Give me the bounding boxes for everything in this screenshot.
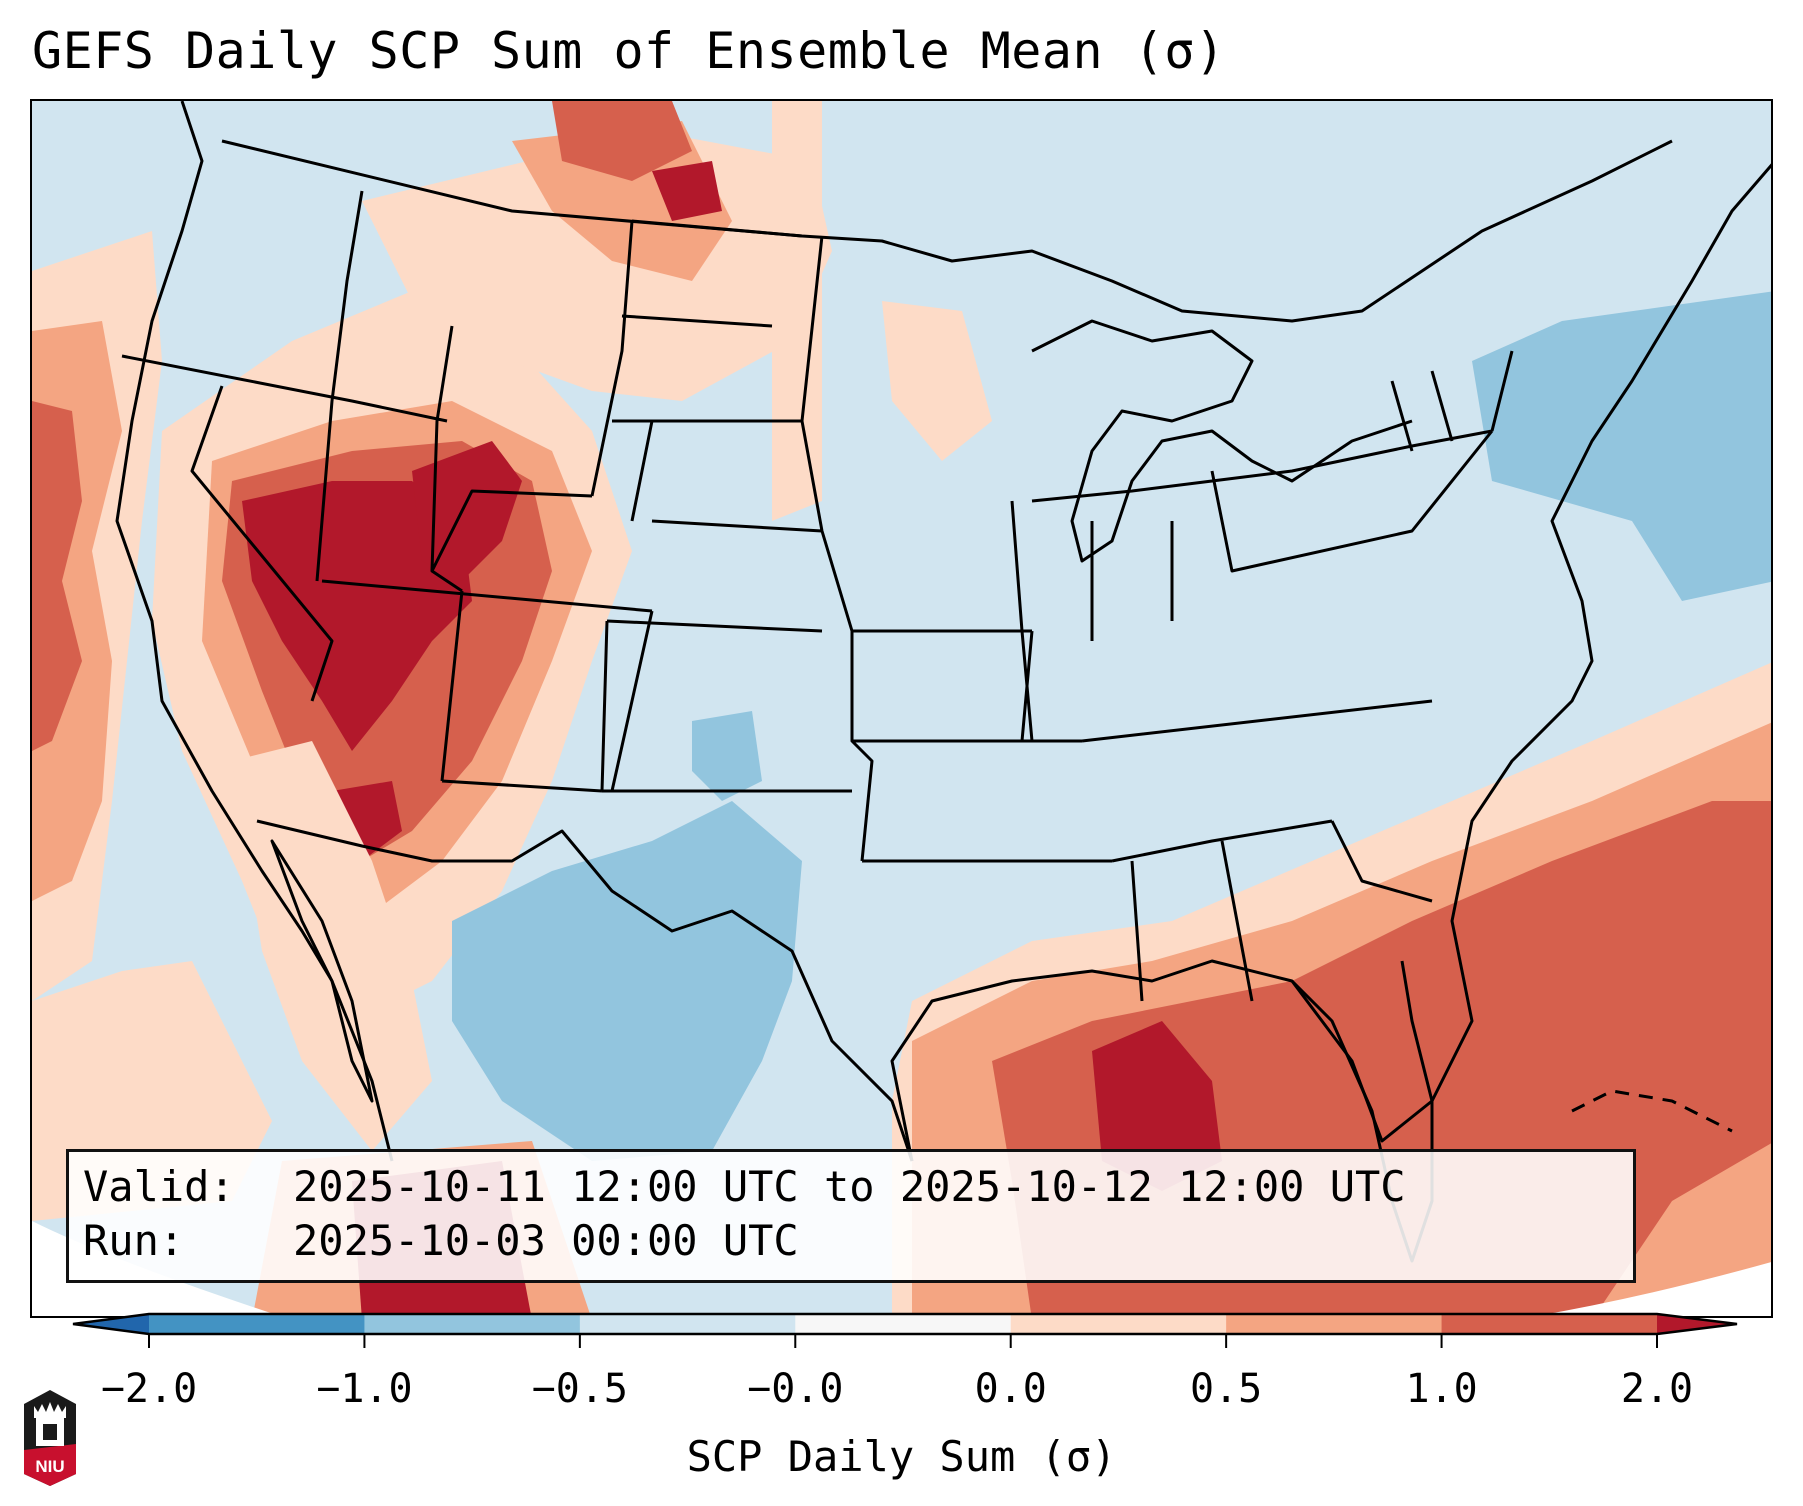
cuba-bahamas-outline: [1571, 1089, 1733, 1133]
colorbar-under-arrow: [73, 1314, 149, 1334]
logo-text: NIU: [35, 1457, 64, 1476]
anomaly-region-nd-dark: [652, 161, 722, 221]
colorbar-bin: [1226, 1314, 1443, 1334]
state-lines-east: [1010, 350, 1514, 1002]
great-lakes-outline: [1031, 319, 1413, 563]
mexico-border: [256, 819, 914, 1162]
chart-title: GEFS Daily SCP Sum of Ensemble Mean (σ): [32, 22, 1226, 80]
colorbar-tick-label: 1.0: [1405, 1366, 1478, 1412]
anomaly-region-texas-blue: [452, 801, 802, 1161]
anomaly-region-mn: [882, 301, 992, 461]
colorbar-bin: [149, 1314, 365, 1334]
colorbar-tick-label: −0.0: [747, 1366, 844, 1412]
anomaly-region-dakota-strips: [772, 101, 822, 521]
run-value: 2025-10-03 00:00 UTC: [293, 1216, 799, 1265]
valid-label: Valid:: [83, 1162, 235, 1211]
state-lines-central: [602, 219, 1112, 863]
colorbar-label: SCP Daily Sum (σ): [686, 1432, 1117, 1481]
run-line: Run: 2025-10-03 00:00 UTC: [83, 1214, 1619, 1268]
projection-edge-left: [32, 1221, 280, 1316]
colorbar-over-arrow: [1657, 1314, 1737, 1334]
colorbar-bin: [1441, 1314, 1658, 1334]
colorbar-bin: [1010, 1314, 1227, 1334]
colorbar-tick-label: 0.5: [1190, 1366, 1263, 1412]
state-lines-west: [121, 190, 654, 793]
logo-red-band: [24, 1444, 76, 1486]
colorbar-tick-label: 0.0: [974, 1366, 1047, 1412]
colorbar-tick-label: 2.0: [1620, 1366, 1694, 1412]
anomaly-region-atlantic-blue: [1472, 291, 1771, 601]
projection-edge-right: [1536, 1262, 1771, 1316]
colorbar-tick-label: −1.0: [316, 1366, 413, 1412]
colorbar-bin: [579, 1314, 796, 1334]
valid-line: Valid: 2025-10-11 12:00 UTC to 2025-10-12…: [83, 1160, 1619, 1214]
anomaly-region-utah-dark: [412, 441, 522, 581]
anomaly-region-oklahoma-blue: [692, 711, 762, 801]
anomaly-region-west-dark: [242, 481, 472, 751]
colorbar-tick-label: −0.5: [531, 1366, 629, 1412]
niu-logo: NIU: [24, 1390, 76, 1486]
colorbar-bin: [795, 1314, 1012, 1334]
gulf-coast: [890, 163, 1771, 1162]
anomaly-map: [32, 101, 1771, 1316]
anomaly-region-montana-red: [552, 101, 692, 181]
baja-outline: [270, 839, 374, 1103]
run-label: Run:: [83, 1216, 185, 1265]
colorbar-tick-label: −2.0: [100, 1366, 198, 1412]
colorbar-bin: [364, 1314, 581, 1334]
map-panel: [30, 99, 1773, 1318]
anomaly-region-pacific-coast-red: [32, 401, 82, 751]
colorbar: [72, 1312, 1738, 1348]
anomaly-region-gulf-dark: [1092, 1021, 1222, 1191]
valid-value: 2025-10-11 12:00 UTC to 2025-10-12 12:00…: [293, 1162, 1406, 1211]
info-box: Valid: 2025-10-11 12:00 UTC to 2025-10-12…: [66, 1149, 1636, 1283]
